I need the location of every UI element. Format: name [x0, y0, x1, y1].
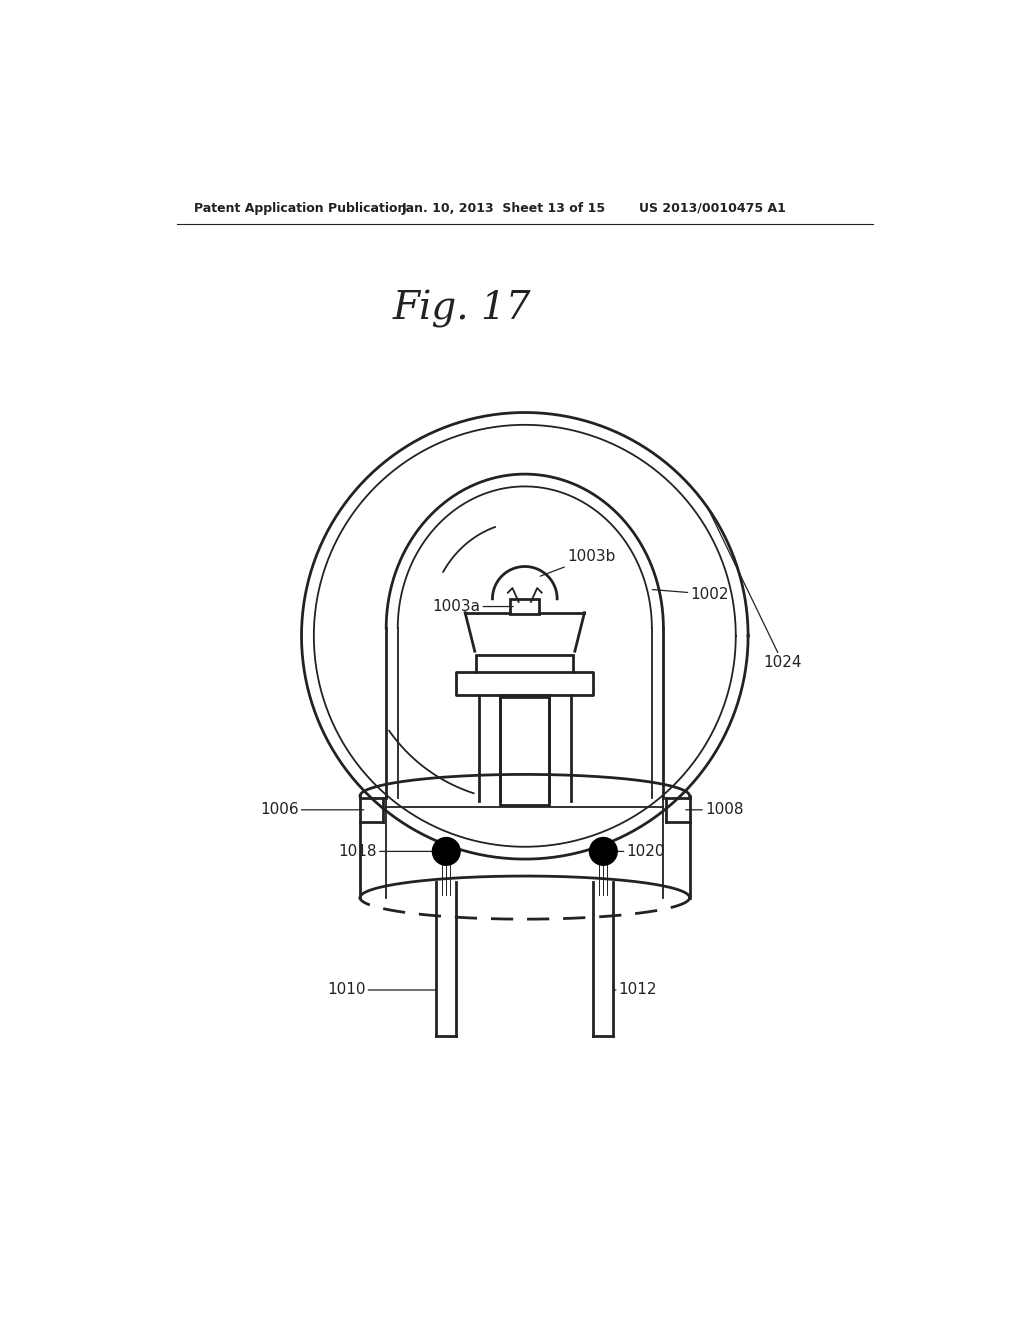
- Circle shape: [432, 837, 460, 866]
- Text: Patent Application Publication: Patent Application Publication: [194, 202, 407, 215]
- Text: 1012: 1012: [613, 982, 657, 998]
- Text: 1020: 1020: [617, 843, 665, 859]
- Text: 1024: 1024: [708, 508, 802, 671]
- Text: US 2013/0010475 A1: US 2013/0010475 A1: [639, 202, 785, 215]
- Text: 1018: 1018: [339, 843, 432, 859]
- Text: 1008: 1008: [686, 803, 743, 817]
- Text: 1003a: 1003a: [432, 599, 513, 614]
- Bar: [510, 599, 540, 614]
- Text: 1002: 1002: [652, 586, 729, 602]
- Text: Jan. 10, 2013  Sheet 13 of 15: Jan. 10, 2013 Sheet 13 of 15: [401, 202, 606, 215]
- Circle shape: [590, 837, 617, 866]
- Bar: [500, 697, 550, 805]
- Text: 1003b: 1003b: [541, 549, 615, 577]
- Text: 1010: 1010: [327, 982, 436, 998]
- Text: Fig. 17: Fig. 17: [392, 289, 530, 327]
- Bar: [476, 655, 573, 672]
- Text: 1006: 1006: [260, 803, 364, 817]
